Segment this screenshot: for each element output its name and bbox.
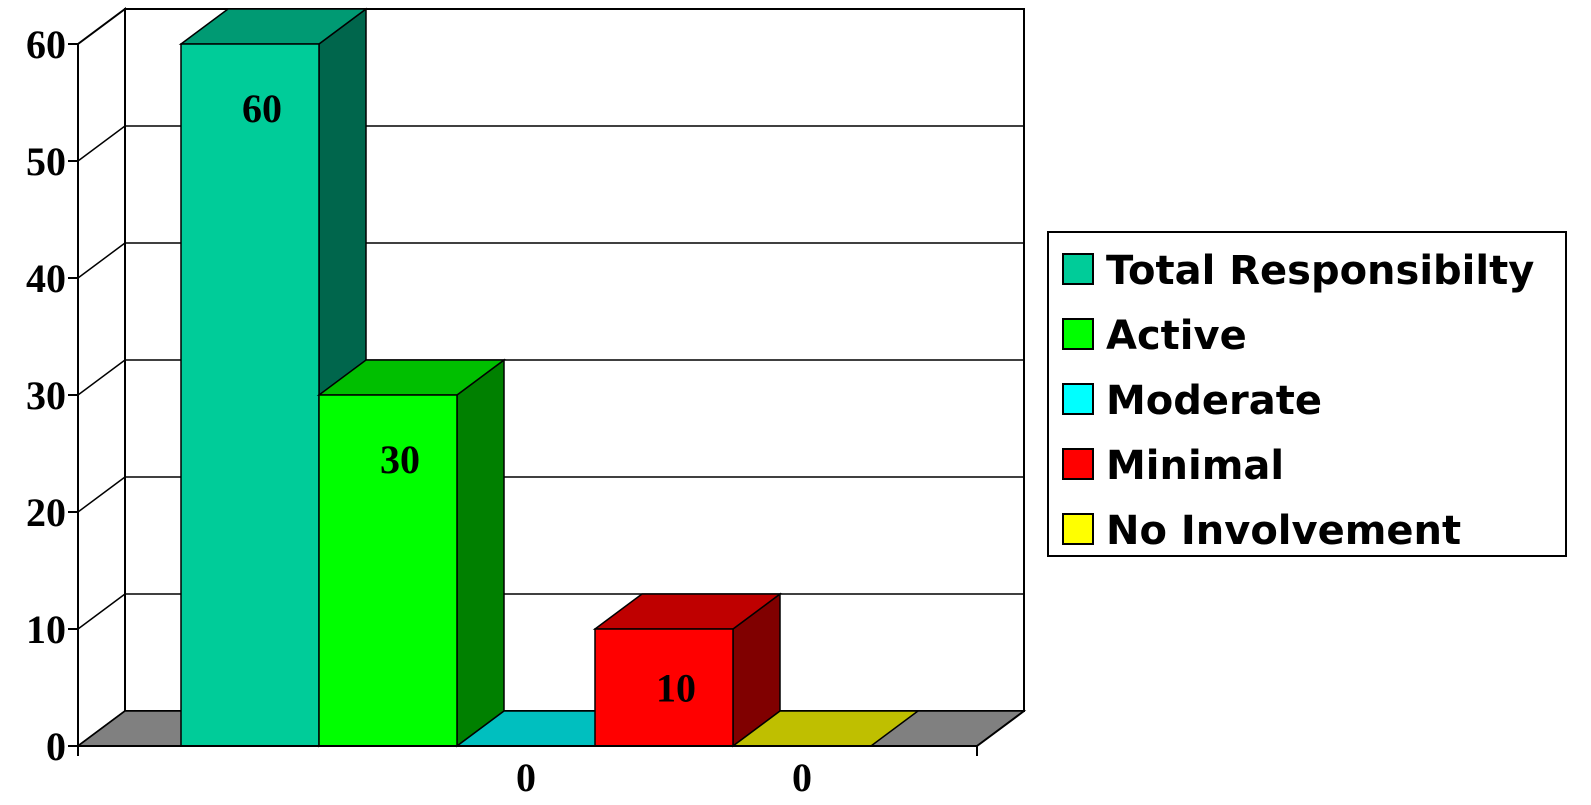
data-label: 60: [242, 86, 282, 131]
bar-front: [318, 394, 458, 747]
y-tick-label: 10: [26, 607, 66, 652]
bar-side: [456, 358, 505, 748]
legend: Total Responsibilty Active Moderate Minimal…: [1047, 231, 1567, 557]
zero-value-label: 0: [792, 755, 812, 800]
y-tick-label: 40: [26, 256, 66, 301]
bar-3: [592, 592, 783, 748]
legend-label: Minimal: [1106, 443, 1284, 489]
legend-swatch: [1062, 383, 1094, 415]
legend-label: No Involvement: [1106, 508, 1461, 554]
bar-front: [180, 43, 320, 747]
y-axis: 0 10 20 30 40 50 60: [26, 22, 1025, 769]
gridline-side: [77, 125, 126, 162]
y-tick-label: 30: [26, 373, 66, 418]
legend-swatch: [1062, 513, 1094, 545]
data-label: 30: [380, 437, 420, 482]
data-labels: 60 30 10 0 0: [242, 86, 812, 800]
gridline-side: [77, 359, 126, 396]
legend-swatch: [1062, 448, 1094, 480]
zero-value-label: 0: [516, 755, 536, 800]
bar-front: [594, 628, 734, 747]
legend-swatch: [1062, 318, 1094, 350]
gridline-side: [77, 476, 126, 513]
bar-0: [178, 7, 369, 748]
bars: [178, 7, 921, 748]
data-label: 10: [656, 666, 696, 711]
bar-1: [316, 358, 507, 748]
legend-label: Total Responsibilty: [1106, 248, 1534, 294]
gridline-side: [77, 242, 126, 279]
y-tick-label: 60: [26, 22, 66, 67]
legend-swatch: [1062, 253, 1094, 285]
floor-edge: [976, 710, 1025, 747]
y-tick-label: 20: [26, 490, 66, 535]
legend-label: Moderate: [1106, 378, 1322, 424]
gridline-side: [77, 593, 126, 630]
y-tick-label: 0: [46, 724, 66, 769]
y-tick-label: 50: [26, 139, 66, 184]
legend-label: Active: [1106, 313, 1247, 359]
legend-box: [1047, 231, 1567, 557]
